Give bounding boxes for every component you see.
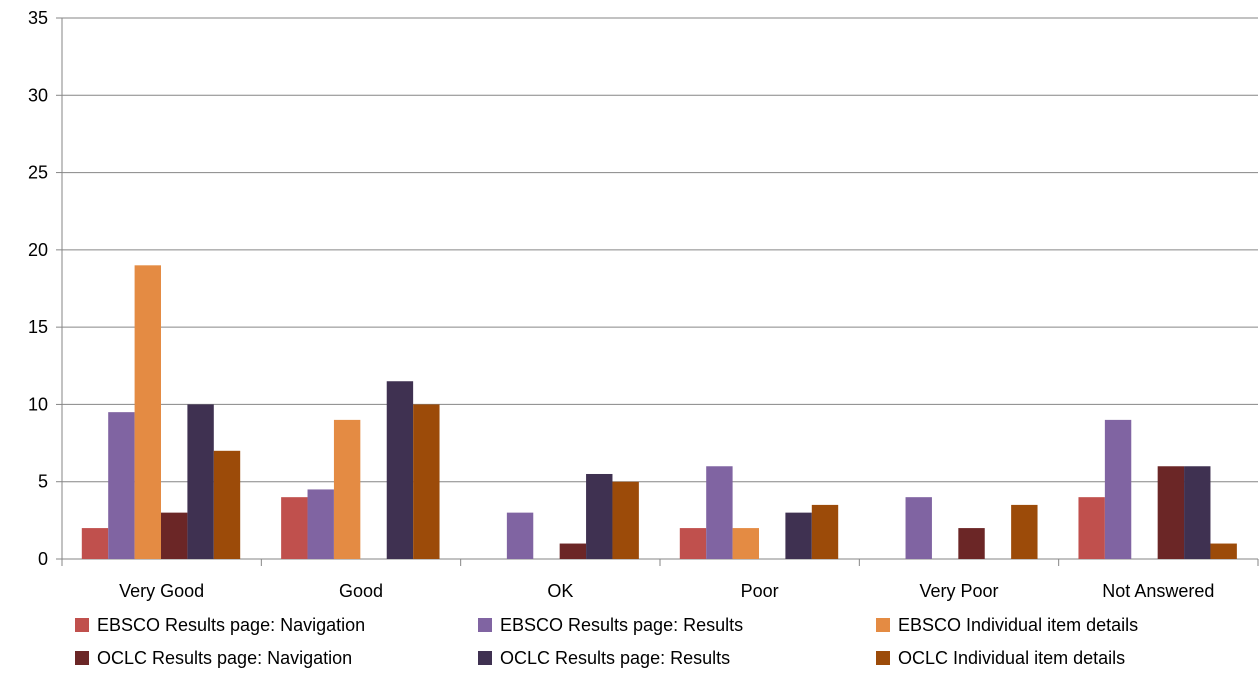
legend-label: OCLC Results page: Navigation — [97, 648, 352, 668]
bar — [134, 265, 161, 559]
bar — [1184, 466, 1211, 559]
bar — [732, 528, 759, 559]
axis-labels: 0 5 10 15 20 25 30 35 Very Good Good OK Poor Very Po… — [28, 8, 1214, 601]
bar — [187, 404, 214, 559]
y-tick-label: 0 — [38, 549, 48, 569]
legend-swatch — [876, 651, 890, 665]
legend-item: EBSCO Results page: Results — [478, 615, 743, 635]
x-category-label: Good — [339, 581, 383, 601]
gridlines — [62, 17, 1258, 483]
legend-item: OCLC Results page: Navigation — [75, 648, 352, 668]
y-tick-label: 25 — [28, 163, 48, 183]
bar — [1011, 504, 1038, 559]
bar — [958, 528, 985, 559]
legend-swatch — [75, 651, 89, 665]
y-tick-label: 15 — [28, 317, 48, 337]
bar — [1210, 543, 1237, 559]
bar — [81, 528, 109, 559]
x-category-label: Very Poor — [919, 581, 998, 601]
bar — [1078, 497, 1105, 559]
bar — [161, 512, 188, 559]
legend-swatch — [478, 618, 492, 632]
bar — [108, 412, 135, 559]
legend: EBSCO Results page: Navigation EBSCO Resu… — [75, 615, 1138, 668]
y-tick-label: 20 — [28, 240, 48, 260]
y-tick-label: 30 — [28, 85, 48, 105]
legend-swatch — [876, 618, 890, 632]
bar — [386, 381, 414, 559]
x-category-label: Poor — [741, 581, 779, 601]
y-tick-label: 35 — [28, 8, 48, 28]
bar — [811, 504, 839, 559]
axes — [56, 17, 1259, 566]
legend-item: OCLC Individual item details — [876, 648, 1125, 668]
y-tick-label: 10 — [28, 394, 48, 414]
legend-label: EBSCO Results page: Navigation — [97, 615, 365, 635]
y-tick-label: 5 — [38, 472, 48, 492]
bar — [281, 497, 308, 559]
bar — [413, 404, 440, 559]
legend-item: EBSCO Individual item details — [876, 615, 1138, 635]
legend-label: EBSCO Individual item details — [898, 615, 1138, 635]
bar — [905, 497, 932, 559]
bar — [612, 481, 639, 559]
bar — [1157, 466, 1185, 559]
legend-label: OCLC Results page: Results — [500, 648, 730, 668]
x-category-label: Not Answered — [1102, 581, 1214, 601]
bar — [586, 473, 613, 559]
legend-label: EBSCO Results page: Results — [500, 615, 743, 635]
legend-swatch — [478, 651, 492, 665]
bars — [81, 265, 1237, 559]
legend-swatch — [75, 618, 89, 632]
bar — [213, 450, 241, 559]
bar — [785, 512, 812, 559]
bar — [679, 528, 707, 559]
legend-item: EBSCO Results page: Navigation — [75, 615, 365, 635]
bar — [706, 466, 733, 559]
x-category-label: OK — [547, 581, 573, 601]
legend-item: OCLC Results page: Results — [478, 648, 730, 668]
bar — [559, 543, 587, 559]
bar — [333, 419, 361, 559]
bar — [506, 512, 534, 559]
x-category-label: Very Good — [119, 581, 204, 601]
bar — [1104, 419, 1132, 559]
legend-label: OCLC Individual item details — [898, 648, 1125, 668]
bar — [307, 489, 334, 559]
